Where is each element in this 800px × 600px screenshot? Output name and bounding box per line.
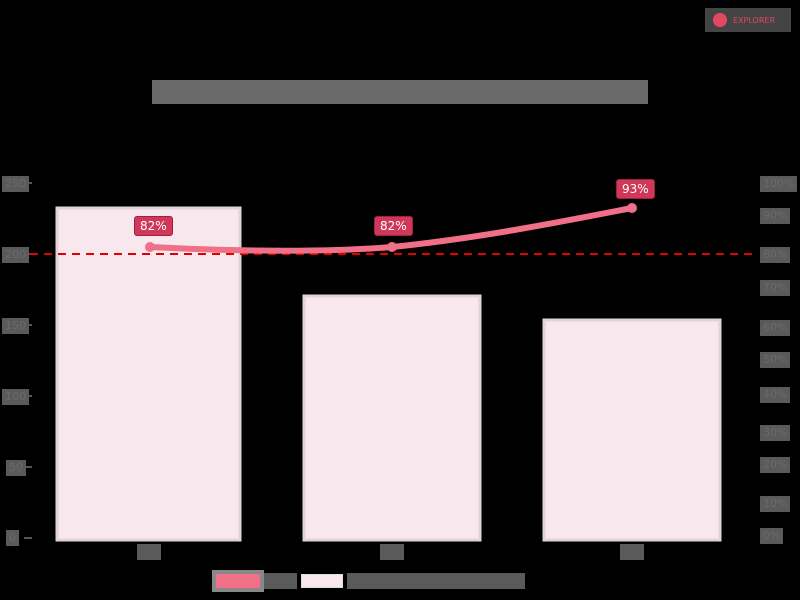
x-tick: C (620, 544, 644, 560)
bar-c (542, 318, 722, 542)
y-left-tick: 200 (2, 247, 29, 263)
legend-line-swatch (212, 570, 264, 592)
chart-title: Chart title (obscured) (152, 80, 648, 104)
bar-b (302, 294, 482, 542)
y-right-tick: 40% (760, 387, 791, 403)
data-label: 82% (134, 216, 173, 236)
brand-logo: EXPLORER (705, 8, 791, 32)
y-right-tick: 100% (760, 176, 798, 192)
x-tick: A (137, 544, 161, 560)
y-right-tick: 30% (760, 425, 791, 441)
y-left-tick: 100 (2, 389, 29, 405)
legend: Rate Primary value (212, 570, 526, 592)
y-right-tick: 90% (760, 208, 791, 224)
data-label: 93% (616, 179, 655, 199)
y-right-tick: 50% (760, 352, 791, 368)
y-right-tick: 60% (760, 320, 791, 336)
bar-a (55, 206, 242, 542)
logo-icon (713, 13, 727, 27)
y-right-tick: 10% (760, 496, 791, 512)
legend-bar-label: Primary value (347, 573, 526, 589)
x-tick: B (380, 544, 404, 560)
legend-line-label: Rate (264, 573, 298, 589)
y-left-tick: 250 (2, 176, 29, 192)
legend-bar-swatch (301, 574, 344, 588)
y-left-tick: 0 (6, 530, 19, 546)
data-label: 82% (374, 216, 413, 236)
y-right-tick: 80% (760, 247, 791, 263)
y-right-tick: 0% (760, 528, 784, 544)
y-right-tick: 70% (760, 280, 791, 296)
y-right-tick: 20% (760, 457, 791, 473)
y-left-tick: 50 (6, 460, 26, 476)
y-left-tick: 150 (2, 318, 29, 334)
logo-text: EXPLORER (733, 15, 775, 25)
